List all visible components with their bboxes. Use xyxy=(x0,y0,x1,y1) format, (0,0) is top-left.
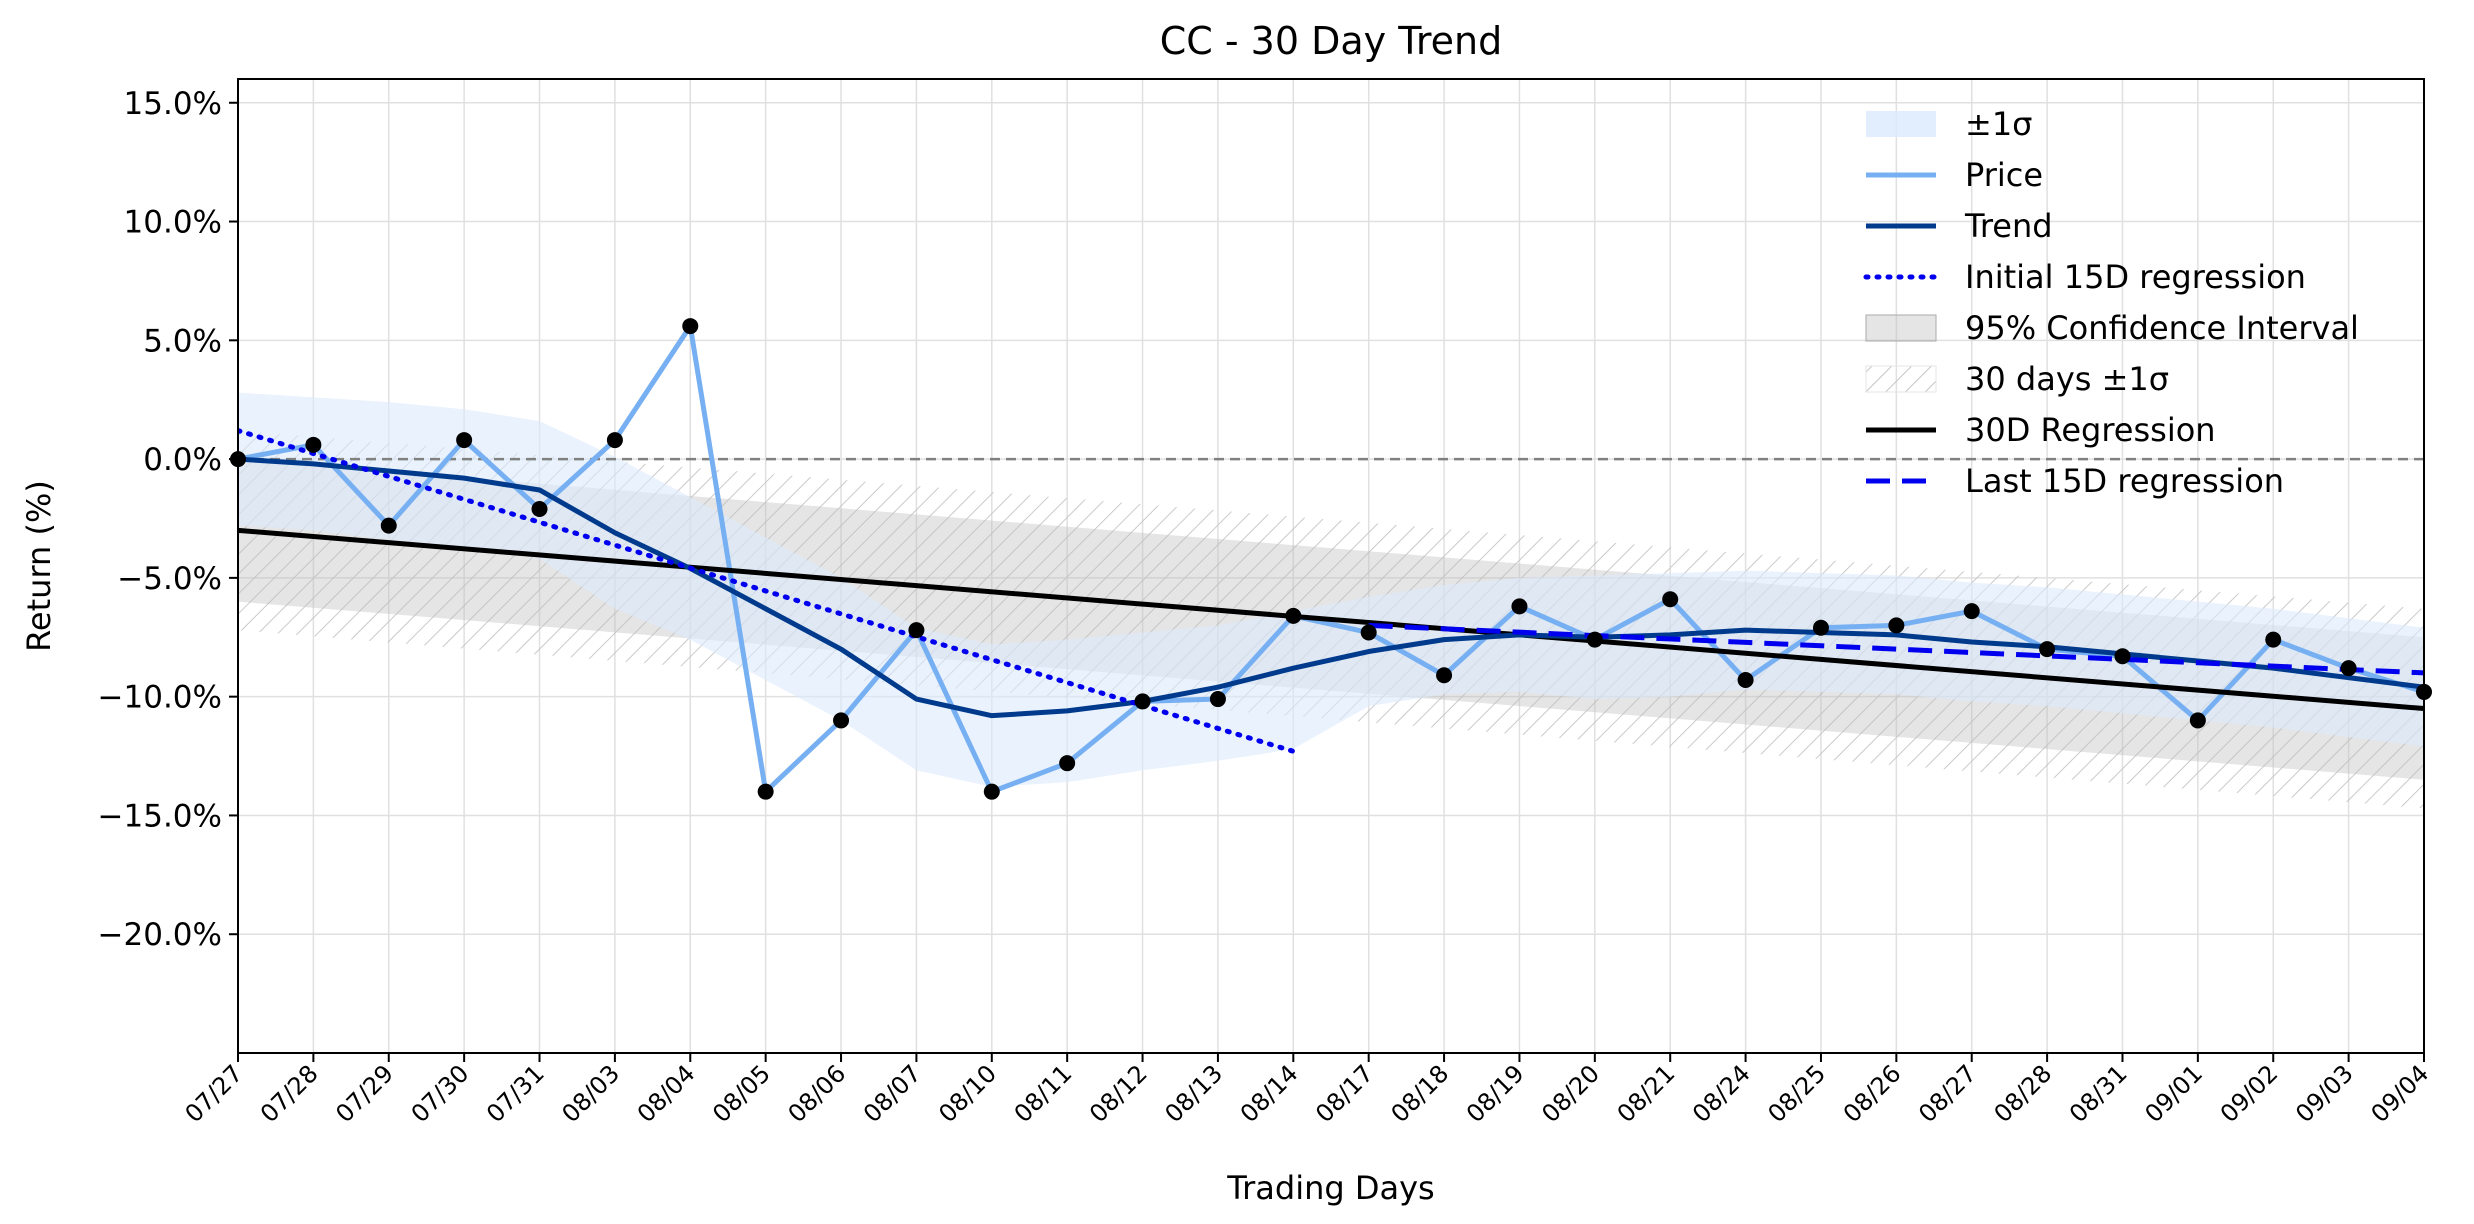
x-tick-label: 08/18 xyxy=(1386,1059,1455,1128)
y-axis-ticks: 15.0% 10.0% 5.0% 0.0% −5.0% −10.0% −15.0% −20.0… xyxy=(98,86,238,953)
price-point xyxy=(757,783,774,800)
trend-line xyxy=(238,456,2424,719)
x-tick-label: 07/29 xyxy=(330,1059,399,1128)
x-tick-label: 09/04 xyxy=(2366,1059,2435,1128)
price-point xyxy=(1436,667,1453,684)
x-tick-label: 08/27 xyxy=(1913,1059,1982,1128)
price-point xyxy=(2114,648,2131,665)
price-point xyxy=(531,500,548,517)
price-point xyxy=(833,712,850,729)
legend-label: 30 days ±1σ xyxy=(1965,360,2169,398)
price-point xyxy=(908,622,925,639)
legend-label: Price xyxy=(1965,156,2043,194)
legend-label: ±1σ xyxy=(1965,105,2032,143)
x-tick-label: 08/20 xyxy=(1536,1059,1605,1128)
regression-30d-line xyxy=(238,527,2424,712)
price-point xyxy=(1134,693,1151,710)
y-axis-label: Return (%) xyxy=(20,480,58,652)
price-point xyxy=(682,318,699,335)
legend-swatch-30-days-sigma xyxy=(1865,365,1937,393)
price-point xyxy=(1209,691,1226,708)
x-tick-label: 08/11 xyxy=(1009,1059,1078,1128)
x-tick-label: 07/28 xyxy=(255,1059,324,1128)
x-tick-label: 07/30 xyxy=(406,1059,475,1128)
x-tick-label: 08/17 xyxy=(1310,1059,1379,1128)
chart-title: CC - 30 Day Trend xyxy=(1160,19,1502,63)
price-point xyxy=(1586,631,1603,648)
price-point xyxy=(2039,641,2056,658)
x-tick-label: 08/10 xyxy=(933,1059,1002,1128)
price-point xyxy=(1888,617,1905,634)
price-point xyxy=(1737,672,1754,689)
legend-label: Trend xyxy=(1964,207,2053,245)
x-tick-label: 08/05 xyxy=(707,1059,776,1128)
price-point xyxy=(2189,712,2206,729)
price-point xyxy=(456,432,473,449)
x-tick-label: 08/31 xyxy=(2064,1059,2133,1128)
x-tick-label: 08/25 xyxy=(1762,1059,1831,1128)
x-tick-label: 08/24 xyxy=(1687,1059,1756,1128)
x-tick-label: 08/12 xyxy=(1084,1059,1153,1128)
y-tick-label: 5.0% xyxy=(143,323,222,359)
y-tick-label: −10.0% xyxy=(98,680,222,716)
last-15d-regression-line xyxy=(1368,622,2424,676)
price-point xyxy=(1059,755,1076,772)
y-tick-label: 10.0% xyxy=(124,205,222,241)
y-tick-label: 0.0% xyxy=(143,442,222,478)
price-point xyxy=(606,432,623,449)
price-point xyxy=(1285,607,1302,624)
price-point xyxy=(1662,591,1679,608)
price-point xyxy=(1812,619,1829,636)
price-point xyxy=(1360,624,1377,641)
x-tick-label: 09/01 xyxy=(2139,1059,2208,1128)
price-point xyxy=(2265,631,2282,648)
x-tick-label: 08/04 xyxy=(632,1059,701,1128)
legend-swatch-confidence xyxy=(1865,314,1937,342)
legend-label: 30D Regression xyxy=(1965,411,2216,449)
legend: ±1σ Price Trend Initial 15D regression 95% C… xyxy=(1863,105,2359,500)
x-tick-label: 08/06 xyxy=(783,1059,852,1128)
price-point xyxy=(2340,660,2357,677)
x-tick-label: 09/02 xyxy=(2215,1059,2284,1128)
x-tick-label: 08/28 xyxy=(1989,1059,2058,1128)
x-tick-label: 08/07 xyxy=(858,1059,927,1128)
x-tick-label: 08/19 xyxy=(1461,1059,1530,1128)
lines-layer xyxy=(238,323,2424,795)
bands-layer xyxy=(238,392,2424,809)
plot-frame xyxy=(237,78,2425,1054)
legend-label: Last 15D regression xyxy=(1965,462,2284,500)
initial-15d-regression-line xyxy=(238,428,1296,754)
x-tick-label: 07/31 xyxy=(481,1059,550,1128)
x-tick-label: 08/26 xyxy=(1838,1059,1907,1128)
x-axis-label: Trading Days xyxy=(1226,1169,1434,1207)
legend-label: 95% Confidence Interval xyxy=(1965,309,2359,347)
y-tick-label: −15.0% xyxy=(98,798,222,834)
price-point xyxy=(305,436,322,453)
legend-label: Initial 15D regression xyxy=(1965,258,2306,296)
price-point xyxy=(983,783,1000,800)
price-point xyxy=(1963,603,1980,620)
legend-swatch-sigma xyxy=(1866,111,1936,137)
x-tick-label: 08/13 xyxy=(1159,1059,1228,1128)
x-tick-label: 07/27 xyxy=(180,1059,249,1128)
x-tick-label: 09/03 xyxy=(2290,1059,2359,1128)
price-point xyxy=(380,517,397,534)
y-tick-label: −5.0% xyxy=(117,561,222,597)
x-axis-ticks: 07/27 07/28 07/29 07/30 07/31 08/03 08/04 08/05… xyxy=(180,1053,2435,1128)
band-sigma xyxy=(238,392,2424,787)
x-tick-label: 08/21 xyxy=(1612,1059,1681,1128)
x-tick-label: 08/14 xyxy=(1235,1059,1304,1128)
price-point xyxy=(1511,598,1528,615)
y-tick-label: 15.0% xyxy=(124,86,222,122)
x-tick-label: 08/03 xyxy=(556,1059,625,1128)
y-tick-label: −20.0% xyxy=(98,917,222,953)
